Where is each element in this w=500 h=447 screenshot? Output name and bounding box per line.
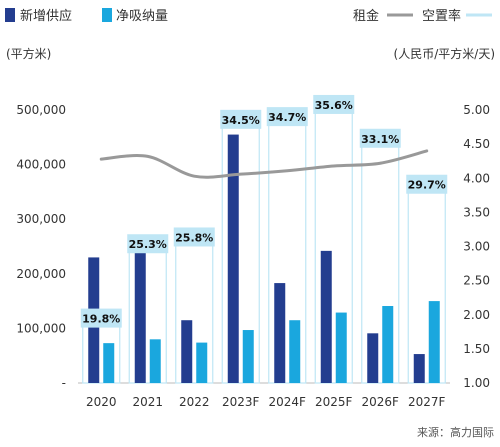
left-axis-ticks: - 100,000 200,000 300,000 400,000 500,000 [16, 103, 66, 390]
vacancy-label: 25.8% [175, 231, 213, 244]
bar-absorption [289, 320, 301, 383]
bar-absorption [428, 301, 440, 383]
category-label: 2022 [179, 395, 210, 409]
rent-line-group [99, 149, 429, 179]
vacancy-label-box [359, 128, 401, 148]
legend-label-vacancy: 空置率 [422, 8, 461, 24]
legend-label-rent: 租金 [353, 8, 379, 24]
bar-supply [134, 245, 146, 383]
source-note: 来源：高力国际 [417, 425, 494, 439]
bar-supply [367, 333, 379, 383]
vacancy-label-box [406, 174, 448, 194]
bar-supply [413, 354, 425, 383]
legend-label-supply: 新增供应 [20, 8, 72, 24]
category-label: 2021 [132, 395, 163, 409]
category-label: 2026F [362, 395, 400, 409]
legend-swatch-supply [5, 8, 15, 22]
vacancy-label-box [266, 107, 308, 127]
right-tick-label: 5.00 [463, 103, 490, 117]
right-tick-label: 3.00 [463, 240, 490, 254]
legend: 新增供应 净吸纳量 租金 空置率 [5, 8, 492, 24]
bar-absorption [103, 343, 115, 383]
left-tick-label: 400,000 [16, 158, 66, 172]
category-label: 2025F [315, 395, 353, 409]
right-tick-label: 4.50 [463, 137, 490, 151]
bar-absorption [149, 339, 161, 383]
left-tick-label: 200,000 [16, 267, 66, 281]
vacancy-label: 19.8% [82, 313, 120, 326]
vacancy-label-box [127, 234, 169, 254]
bar-absorption [242, 330, 254, 383]
right-tick-label: 1.50 [463, 342, 490, 356]
category-label: 2024F [269, 395, 307, 409]
left-tick-label: - [62, 376, 66, 390]
legend-label-absorption: 净吸纳量 [116, 9, 168, 24]
category-label: 2023F [222, 395, 260, 409]
left-tick-label: 300,000 [16, 212, 66, 226]
right-tick-label: 2.50 [463, 274, 490, 288]
rent-line [99, 149, 429, 179]
right-tick-label: 2.00 [463, 308, 490, 322]
legend-swatch-absorption [102, 8, 112, 22]
vacancy-label-box [220, 109, 262, 129]
vacancy-label-box [313, 94, 355, 114]
left-tick-label: 500,000 [16, 103, 66, 117]
vacancy-label: 25.3% [129, 238, 167, 251]
vacancy-label: 35.6% [315, 99, 353, 112]
right-axis-unit: (人民币/平方米/天) [394, 46, 495, 61]
category-label: 2027F [408, 395, 446, 409]
right-axis-ticks: 1.00 1.50 2.00 2.50 3.00 3.50 4.00 4.50 5.00 [463, 103, 490, 390]
bar-supply [274, 283, 286, 383]
right-tick-label: 1.00 [463, 376, 490, 390]
right-tick-label: 3.50 [463, 205, 490, 219]
left-tick-label: 100,000 [16, 321, 66, 335]
bar-supply [181, 320, 193, 383]
vacancy-label: 34.7% [268, 111, 306, 124]
category-label: 2020 [86, 395, 117, 409]
bar-supply [320, 250, 332, 383]
bar-absorption [335, 312, 347, 383]
bar-absorption [196, 342, 208, 383]
vacancy-label: 33.1% [361, 133, 399, 146]
bar-absorption [382, 306, 394, 383]
vacancy-labels: 19.8% 25.3% 25.8% 34.5% 34.7% 35.6% 33.1% 29.7% [80, 94, 448, 328]
vacancy-label-box [80, 308, 122, 328]
vacancy-label: 34.5% [222, 114, 260, 127]
right-tick-label: 4.00 [463, 171, 490, 185]
bar-supply [227, 134, 239, 383]
left-axis-unit: (平方米) [6, 46, 51, 61]
vacancy-label-box [173, 227, 215, 247]
vacancy-label: 29.7% [408, 179, 446, 192]
category-labels: 2020 2021 2022 2023F 2024F 2025F 2026F 2027F [86, 395, 446, 409]
